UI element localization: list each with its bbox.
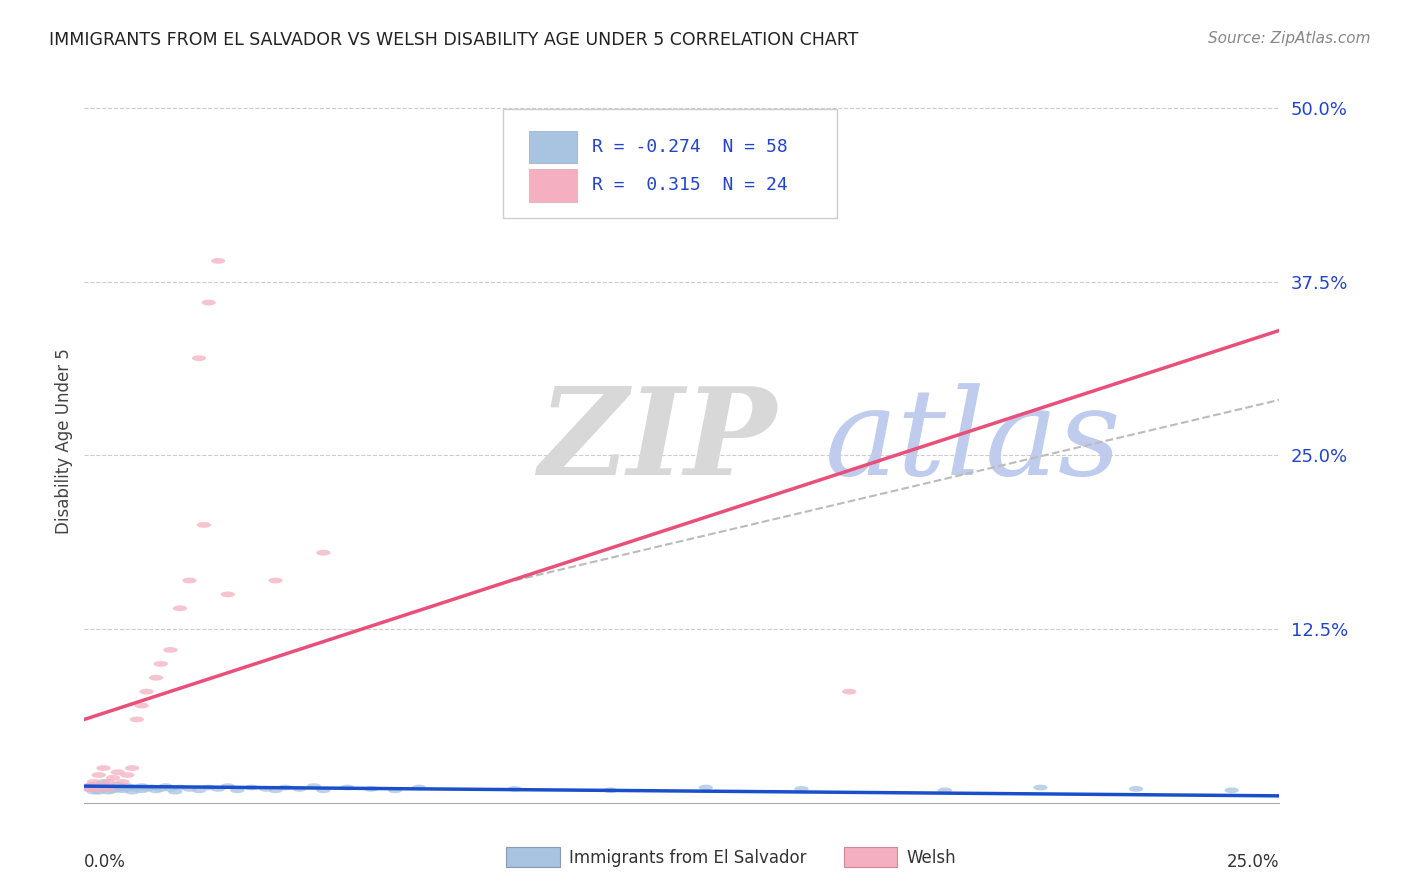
FancyBboxPatch shape bbox=[529, 169, 576, 202]
Text: R = -0.274  N = 58: R = -0.274 N = 58 bbox=[592, 137, 787, 156]
Y-axis label: Disability Age Under 5: Disability Age Under 5 bbox=[55, 349, 73, 534]
Text: ZIP: ZIP bbox=[538, 383, 776, 500]
Text: 25.0%: 25.0% bbox=[1227, 854, 1279, 871]
FancyBboxPatch shape bbox=[503, 109, 838, 218]
Text: 0.0%: 0.0% bbox=[84, 854, 127, 871]
Text: Immigrants from El Salvador: Immigrants from El Salvador bbox=[569, 849, 807, 867]
Text: Source: ZipAtlas.com: Source: ZipAtlas.com bbox=[1208, 31, 1371, 46]
Text: R =  0.315  N = 24: R = 0.315 N = 24 bbox=[592, 176, 787, 194]
Text: atlas: atlas bbox=[825, 383, 1122, 500]
FancyBboxPatch shape bbox=[529, 131, 576, 163]
Text: Welsh: Welsh bbox=[907, 849, 956, 867]
Text: IMMIGRANTS FROM EL SALVADOR VS WELSH DISABILITY AGE UNDER 5 CORRELATION CHART: IMMIGRANTS FROM EL SALVADOR VS WELSH DIS… bbox=[49, 31, 859, 49]
